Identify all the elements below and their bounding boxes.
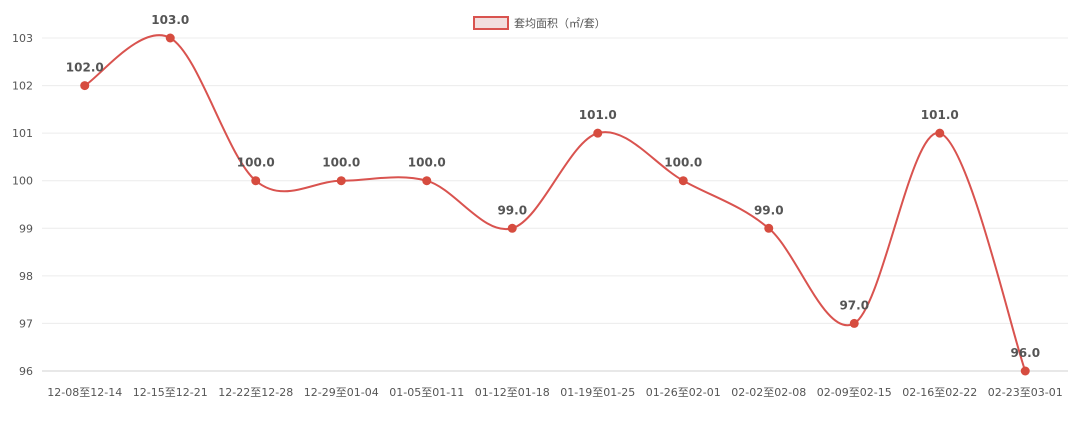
legend-label[interactable]: 套均面积（㎡/套） [514,17,606,30]
y-tick-label: 100 [12,175,33,188]
data-label: 100.0 [237,156,275,170]
legend[interactable]: 套均面积（㎡/套） [473,16,606,30]
data-label: 103.0 [151,13,189,27]
data-labels: 102.0 103.0 100.0 100.0 100.0 99.0 101.0 100.0 9… [66,13,1040,360]
data-label: 100.0 [664,156,702,170]
y-tick-label: 96 [19,365,33,378]
data-label: 101.0 [921,108,959,122]
legend-swatch[interactable] [473,16,509,30]
y-tick-label: 102 [12,80,33,93]
x-tick-label: 02-23至03-01 [988,386,1063,399]
data-label: 97.0 [839,298,869,312]
data-label: 99.0 [754,203,784,217]
series-line [84,34,1027,372]
y-tick-label: 97 [19,317,33,330]
y-tick-label: 99 [19,222,33,235]
x-tick-label: 01-19至01-25 [560,386,635,399]
x-tick-label: 02-16至02-22 [902,386,977,399]
y-tick-label: 103 [12,32,33,45]
axes: 96 97 98 99 100 101 102 103 12-08至12-14 12-15至12-… [12,32,1068,399]
data-label: 102.0 [66,61,104,75]
x-tick-label: 02-02至02-08 [731,386,806,399]
data-point[interactable] [764,223,774,233]
data-point[interactable] [165,33,175,43]
x-tick-label: 12-15至12-21 [133,386,208,399]
data-point[interactable] [849,318,859,328]
data-point[interactable] [1020,366,1030,376]
grid-lines [42,37,1068,372]
data-point[interactable] [935,128,945,138]
data-label: 96.0 [1010,346,1040,360]
data-points [80,33,1030,376]
data-point[interactable] [593,128,603,138]
data-point[interactable] [80,81,90,91]
data-label: 101.0 [579,108,617,122]
data-point[interactable] [251,176,261,186]
x-tick-label: 01-05至01-11 [389,386,464,399]
y-tick-label: 101 [12,127,33,140]
x-tick-label: 12-22至12-28 [218,386,293,399]
x-tick-label: 12-29至01-04 [304,386,379,399]
data-point[interactable] [336,176,346,186]
data-point[interactable] [678,176,688,186]
data-point[interactable] [507,223,517,233]
series-line-group [84,34,1027,372]
data-label: 99.0 [497,203,527,217]
x-tick-label: 01-12至01-18 [475,386,550,399]
data-label: 100.0 [408,156,446,170]
data-point[interactable] [422,176,432,186]
x-tick-label: 12-08至12-14 [47,386,122,399]
y-tick-label: 98 [19,270,33,283]
data-label: 100.0 [322,156,360,170]
x-tick-label: 01-26至02-01 [646,386,721,399]
x-tick-label: 02-09至02-15 [817,386,892,399]
